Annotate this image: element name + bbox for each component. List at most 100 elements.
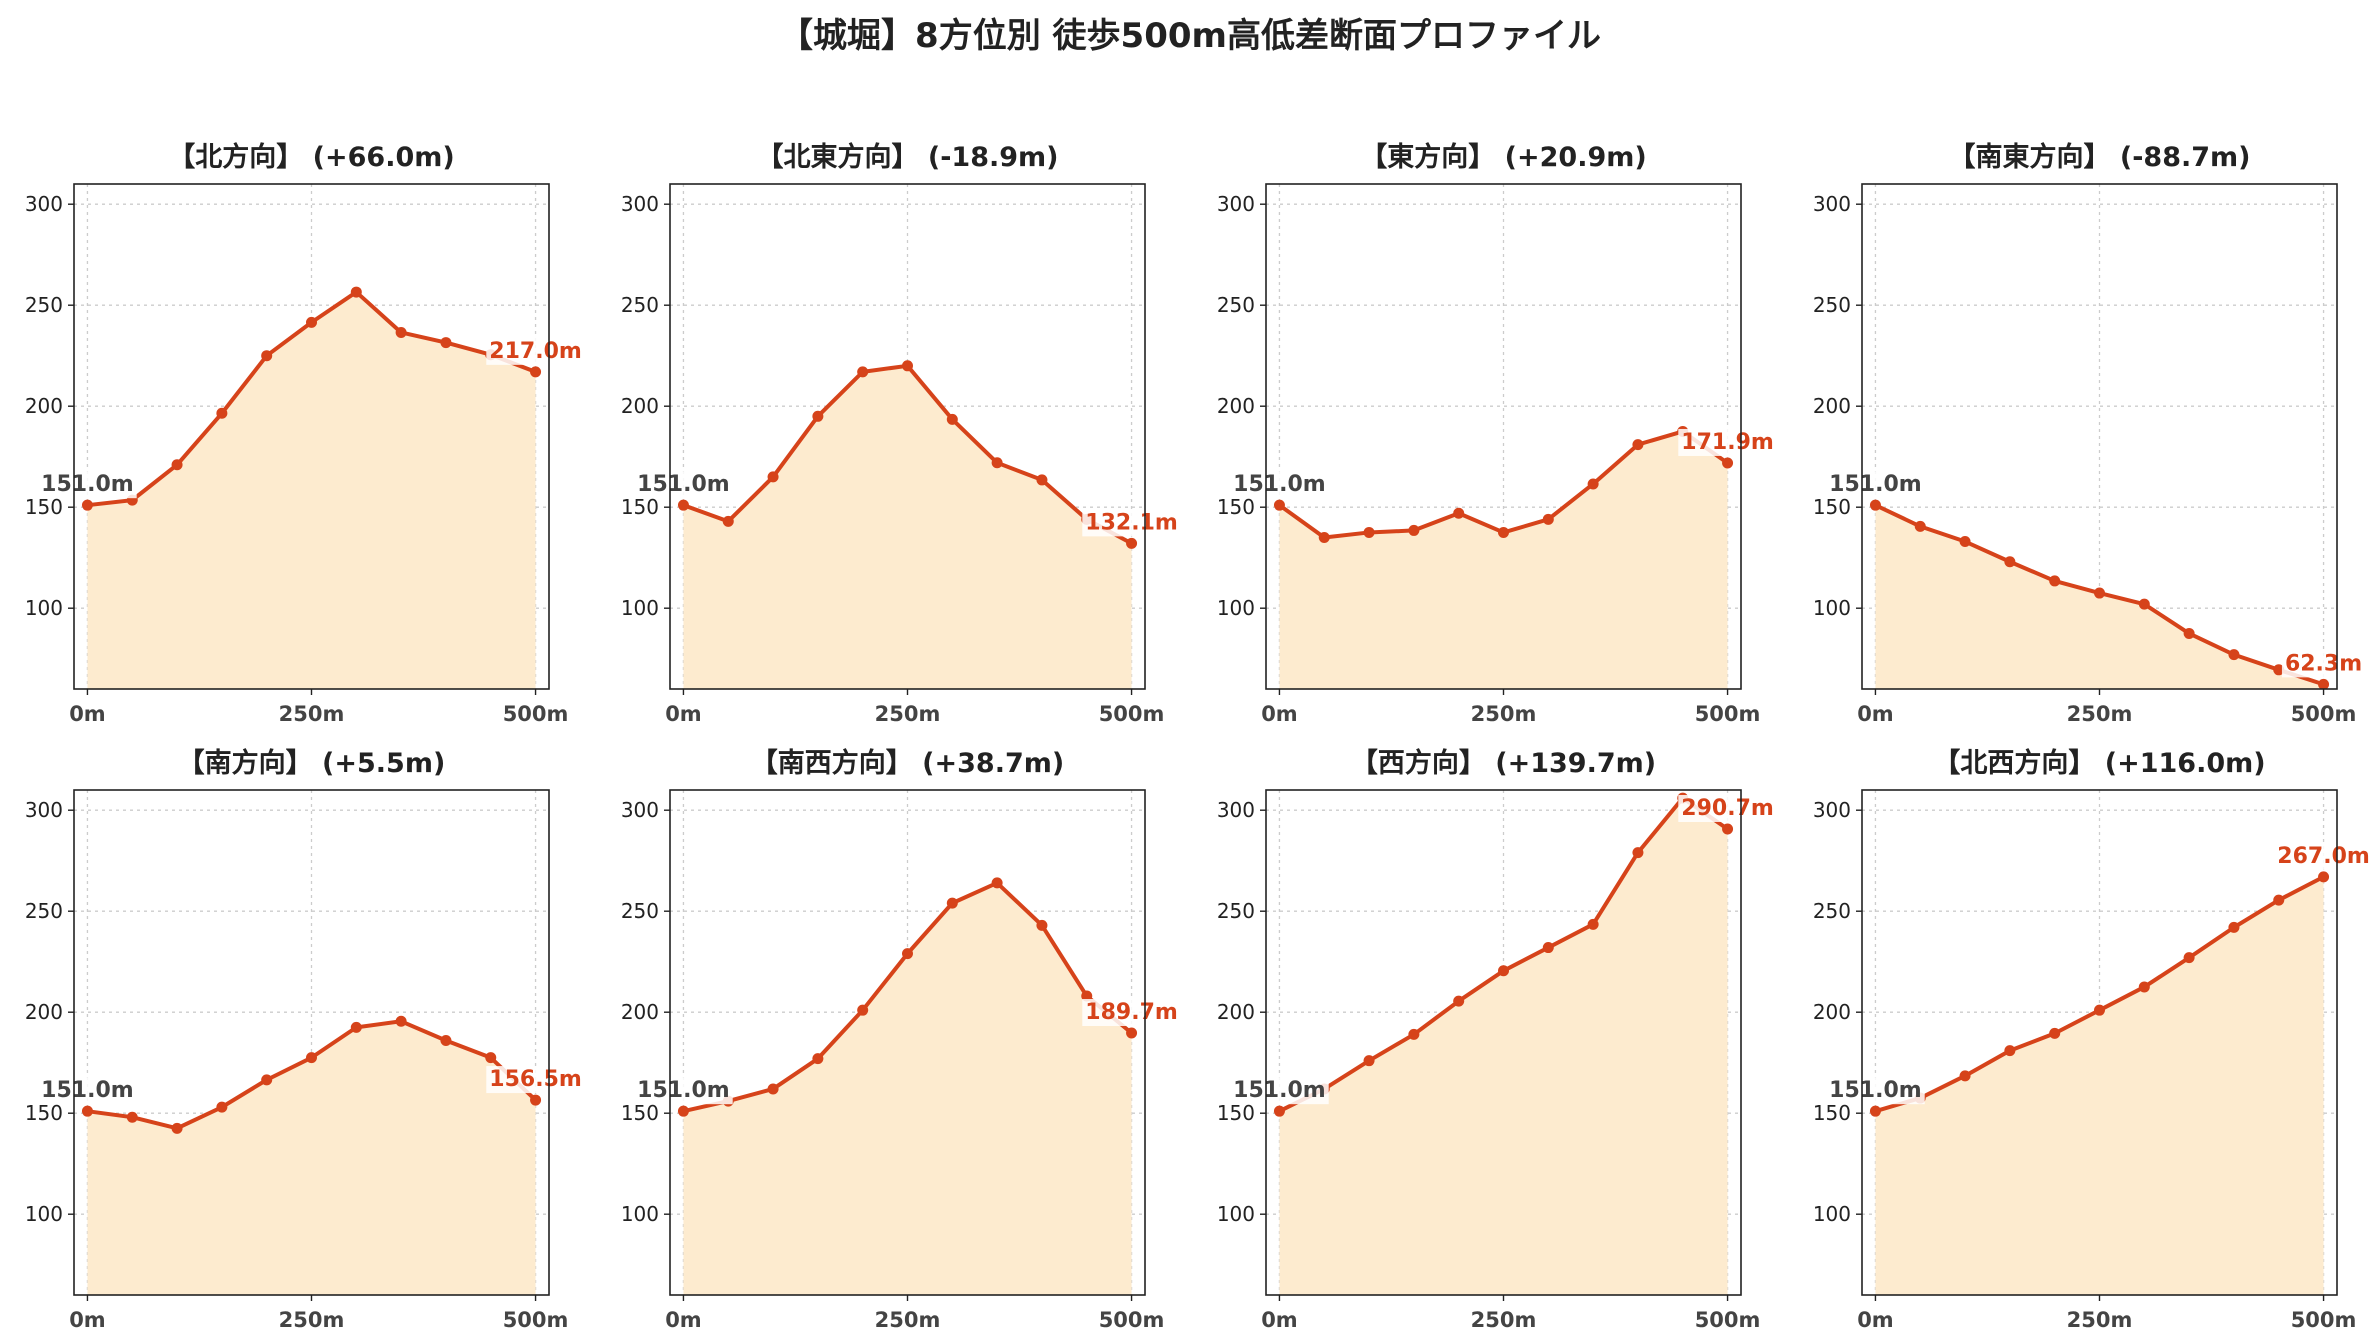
elevation-point xyxy=(1363,526,1375,538)
elevation-area xyxy=(1279,798,1728,1295)
elevation-point xyxy=(171,459,183,471)
y-tick-label: 300 xyxy=(25,798,63,822)
x-tick-label: 500m xyxy=(1695,1308,1761,1332)
elevation-point xyxy=(1869,1105,1881,1117)
start-elevation-label-bg xyxy=(38,1077,137,1105)
elevation-point xyxy=(261,350,273,362)
y-tick-label: 150 xyxy=(1813,1101,1851,1125)
elevation-point xyxy=(991,877,1003,889)
x-tick-label: 500m xyxy=(503,1308,569,1332)
elevation-point xyxy=(1632,847,1644,859)
x-tick-label: 250m xyxy=(875,702,941,726)
x-tick-label: 0m xyxy=(1261,1308,1298,1332)
start-elevation-label: 151.0m xyxy=(41,1078,134,1103)
elevation-point xyxy=(1126,1027,1138,1039)
end-elevation-label: 62.3m xyxy=(2285,651,2362,676)
end-elevation-label: 267.0m xyxy=(2277,844,2370,869)
y-tick-label: 300 xyxy=(1813,192,1851,216)
elevation-point xyxy=(126,1111,138,1123)
y-tick-label: 200 xyxy=(1217,394,1255,418)
elevation-point xyxy=(2183,952,2195,964)
elevation-point xyxy=(1542,942,1554,954)
start-elevation-label-bg xyxy=(38,471,137,499)
y-tick-label: 200 xyxy=(1813,394,1851,418)
y-tick-label: 100 xyxy=(25,1202,63,1226)
start-elevation-label: 151.0m xyxy=(637,472,730,497)
elevation-area xyxy=(683,365,1132,689)
x-tick-label: 0m xyxy=(1261,702,1298,726)
y-tick-label: 150 xyxy=(1217,495,1255,519)
elevation-point xyxy=(395,1015,407,1027)
end-elevation-label-bg xyxy=(1082,509,1181,537)
x-tick-label: 500m xyxy=(1099,702,1165,726)
elevation-point xyxy=(1498,965,1509,977)
y-tick-label: 300 xyxy=(1217,798,1255,822)
elevation-point xyxy=(350,1021,362,1033)
y-tick-label: 200 xyxy=(1813,1000,1851,1024)
elevation-point xyxy=(2138,598,2150,610)
start-elevation-label: 151.0m xyxy=(1233,472,1326,497)
elevation-point xyxy=(350,286,362,298)
y-tick-label: 150 xyxy=(1813,495,1851,519)
elevation-point xyxy=(1498,526,1509,538)
x-tick-label: 250m xyxy=(2067,1308,2133,1332)
y-tick-label: 250 xyxy=(1813,293,1851,317)
elevation-point xyxy=(857,1004,869,1016)
panel-title: 【北東方向】 (-18.9m) xyxy=(756,141,1058,173)
profile-panel-4: 151.0m 156.5m 100 150 200 250 300 0m 250m 500m 【南方… xyxy=(25,747,585,1332)
elevation-point xyxy=(1453,507,1465,519)
elevation-point xyxy=(1914,520,1926,532)
x-tick-label: 250m xyxy=(279,702,345,726)
start-elevation-label: 151.0m xyxy=(1829,472,1922,497)
y-tick-label: 100 xyxy=(621,596,659,620)
elevation-point xyxy=(530,366,542,378)
y-tick-label: 250 xyxy=(1217,899,1255,923)
elevation-point xyxy=(902,360,913,372)
x-tick-label: 500m xyxy=(1099,1308,1165,1332)
y-tick-label: 200 xyxy=(1217,1000,1255,1024)
x-tick-label: 250m xyxy=(1471,1308,1537,1332)
y-tick-label: 150 xyxy=(25,495,63,519)
elevation-point xyxy=(1273,1105,1285,1117)
elevation-point xyxy=(1632,439,1644,451)
elevation-point xyxy=(530,1094,542,1106)
start-elevation-label-bg xyxy=(634,1077,733,1105)
elevation-point xyxy=(1722,823,1734,835)
y-tick-label: 200 xyxy=(621,1000,659,1024)
start-elevation-label: 151.0m xyxy=(1829,1078,1922,1103)
y-tick-label: 150 xyxy=(621,1101,659,1125)
profile-panel-7: 151.0m 267.0m 100 150 200 250 300 0m 250m 500m 【北西… xyxy=(1813,747,2373,1332)
start-elevation-label: 151.0m xyxy=(637,1078,730,1103)
end-elevation-label-bg xyxy=(2274,842,2373,870)
elevation-point xyxy=(2273,894,2285,906)
x-tick-label: 250m xyxy=(279,1308,345,1332)
y-tick-label: 200 xyxy=(25,394,63,418)
elevation-point xyxy=(2138,981,2150,993)
x-tick-label: 500m xyxy=(1695,702,1761,726)
x-tick-label: 250m xyxy=(1471,702,1537,726)
panel-title: 【南東方向】 (-88.7m) xyxy=(1948,141,2250,173)
y-tick-label: 250 xyxy=(1813,899,1851,923)
elevation-point xyxy=(306,316,317,328)
y-tick-label: 150 xyxy=(1217,1101,1255,1125)
end-elevation-label: 156.5m xyxy=(489,1067,582,1092)
y-tick-label: 250 xyxy=(621,293,659,317)
panel-title: 【南方向】 (+5.5m) xyxy=(178,747,446,779)
x-tick-label: 500m xyxy=(503,702,569,726)
elevation-area xyxy=(87,292,536,689)
x-tick-label: 0m xyxy=(665,702,702,726)
end-elevation-label: 189.7m xyxy=(1085,1000,1178,1025)
start-elevation-label: 151.0m xyxy=(1233,1078,1326,1103)
y-tick-label: 100 xyxy=(1217,596,1255,620)
elevation-point xyxy=(1081,990,1093,1002)
elevation-point xyxy=(946,897,958,909)
elevation-point xyxy=(485,1052,497,1064)
x-tick-label: 0m xyxy=(69,1308,106,1332)
x-tick-label: 250m xyxy=(875,1308,941,1332)
y-tick-label: 300 xyxy=(25,192,63,216)
start-elevation-label-bg xyxy=(1230,1077,1329,1105)
elevation-point xyxy=(677,499,689,511)
elevation-point xyxy=(1453,995,1465,1007)
elevation-point xyxy=(2004,556,2016,568)
elevation-point xyxy=(216,1101,228,1113)
